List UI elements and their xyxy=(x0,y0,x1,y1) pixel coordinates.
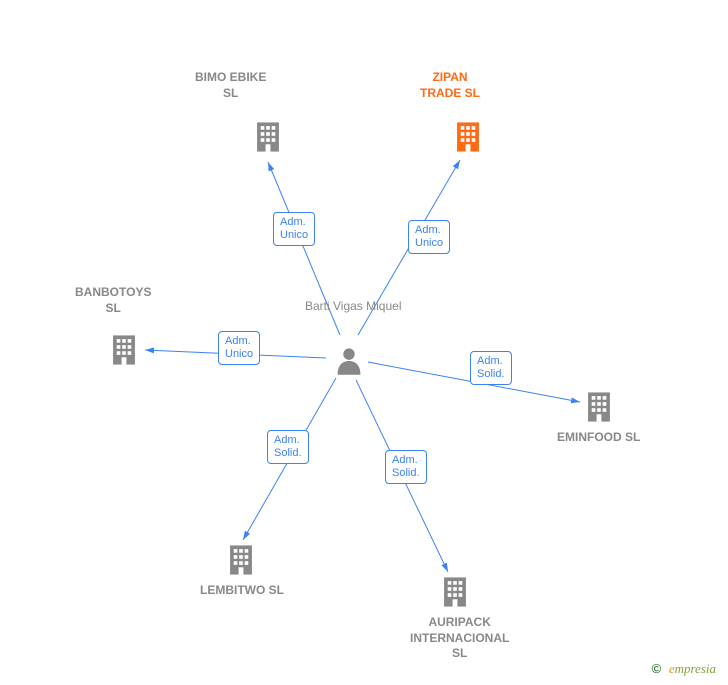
company-label: EMINFOOD SL xyxy=(557,430,640,446)
company-label: LEMBITWO SL xyxy=(200,583,284,599)
copyright-symbol: © xyxy=(652,661,662,676)
edge-label: Adm. Unico xyxy=(273,212,315,246)
building-icon xyxy=(584,390,614,424)
edge-label: Adm. Solid. xyxy=(470,351,512,385)
company-label: AURIPACK INTERNACIONAL SL xyxy=(410,615,509,662)
network-diagram: Barti Vigas Miquel BIMO EBIKE SL Adm. Uni… xyxy=(0,0,728,685)
edge-label: Adm. Solid. xyxy=(267,430,309,464)
company-label: ZIPAN TRADE SL xyxy=(420,70,480,101)
edge-label: Adm. Unico xyxy=(218,331,260,365)
company-label: BIMO EBIKE SL xyxy=(195,70,266,101)
edge-label: Adm. Unico xyxy=(408,220,450,254)
brand-rest: mpresia xyxy=(675,661,716,676)
center-person-label: Barti Vigas Miquel xyxy=(305,299,402,315)
building-icon xyxy=(253,120,283,154)
person-icon xyxy=(335,345,363,377)
footer-credit: © empresia xyxy=(652,661,716,677)
building-icon xyxy=(226,543,256,577)
edge-label: Adm. Solid. xyxy=(385,450,427,484)
building-icon xyxy=(440,575,470,609)
building-icon xyxy=(453,120,483,154)
building-icon xyxy=(109,333,139,367)
company-label: BANBOTOYS SL xyxy=(75,285,151,316)
